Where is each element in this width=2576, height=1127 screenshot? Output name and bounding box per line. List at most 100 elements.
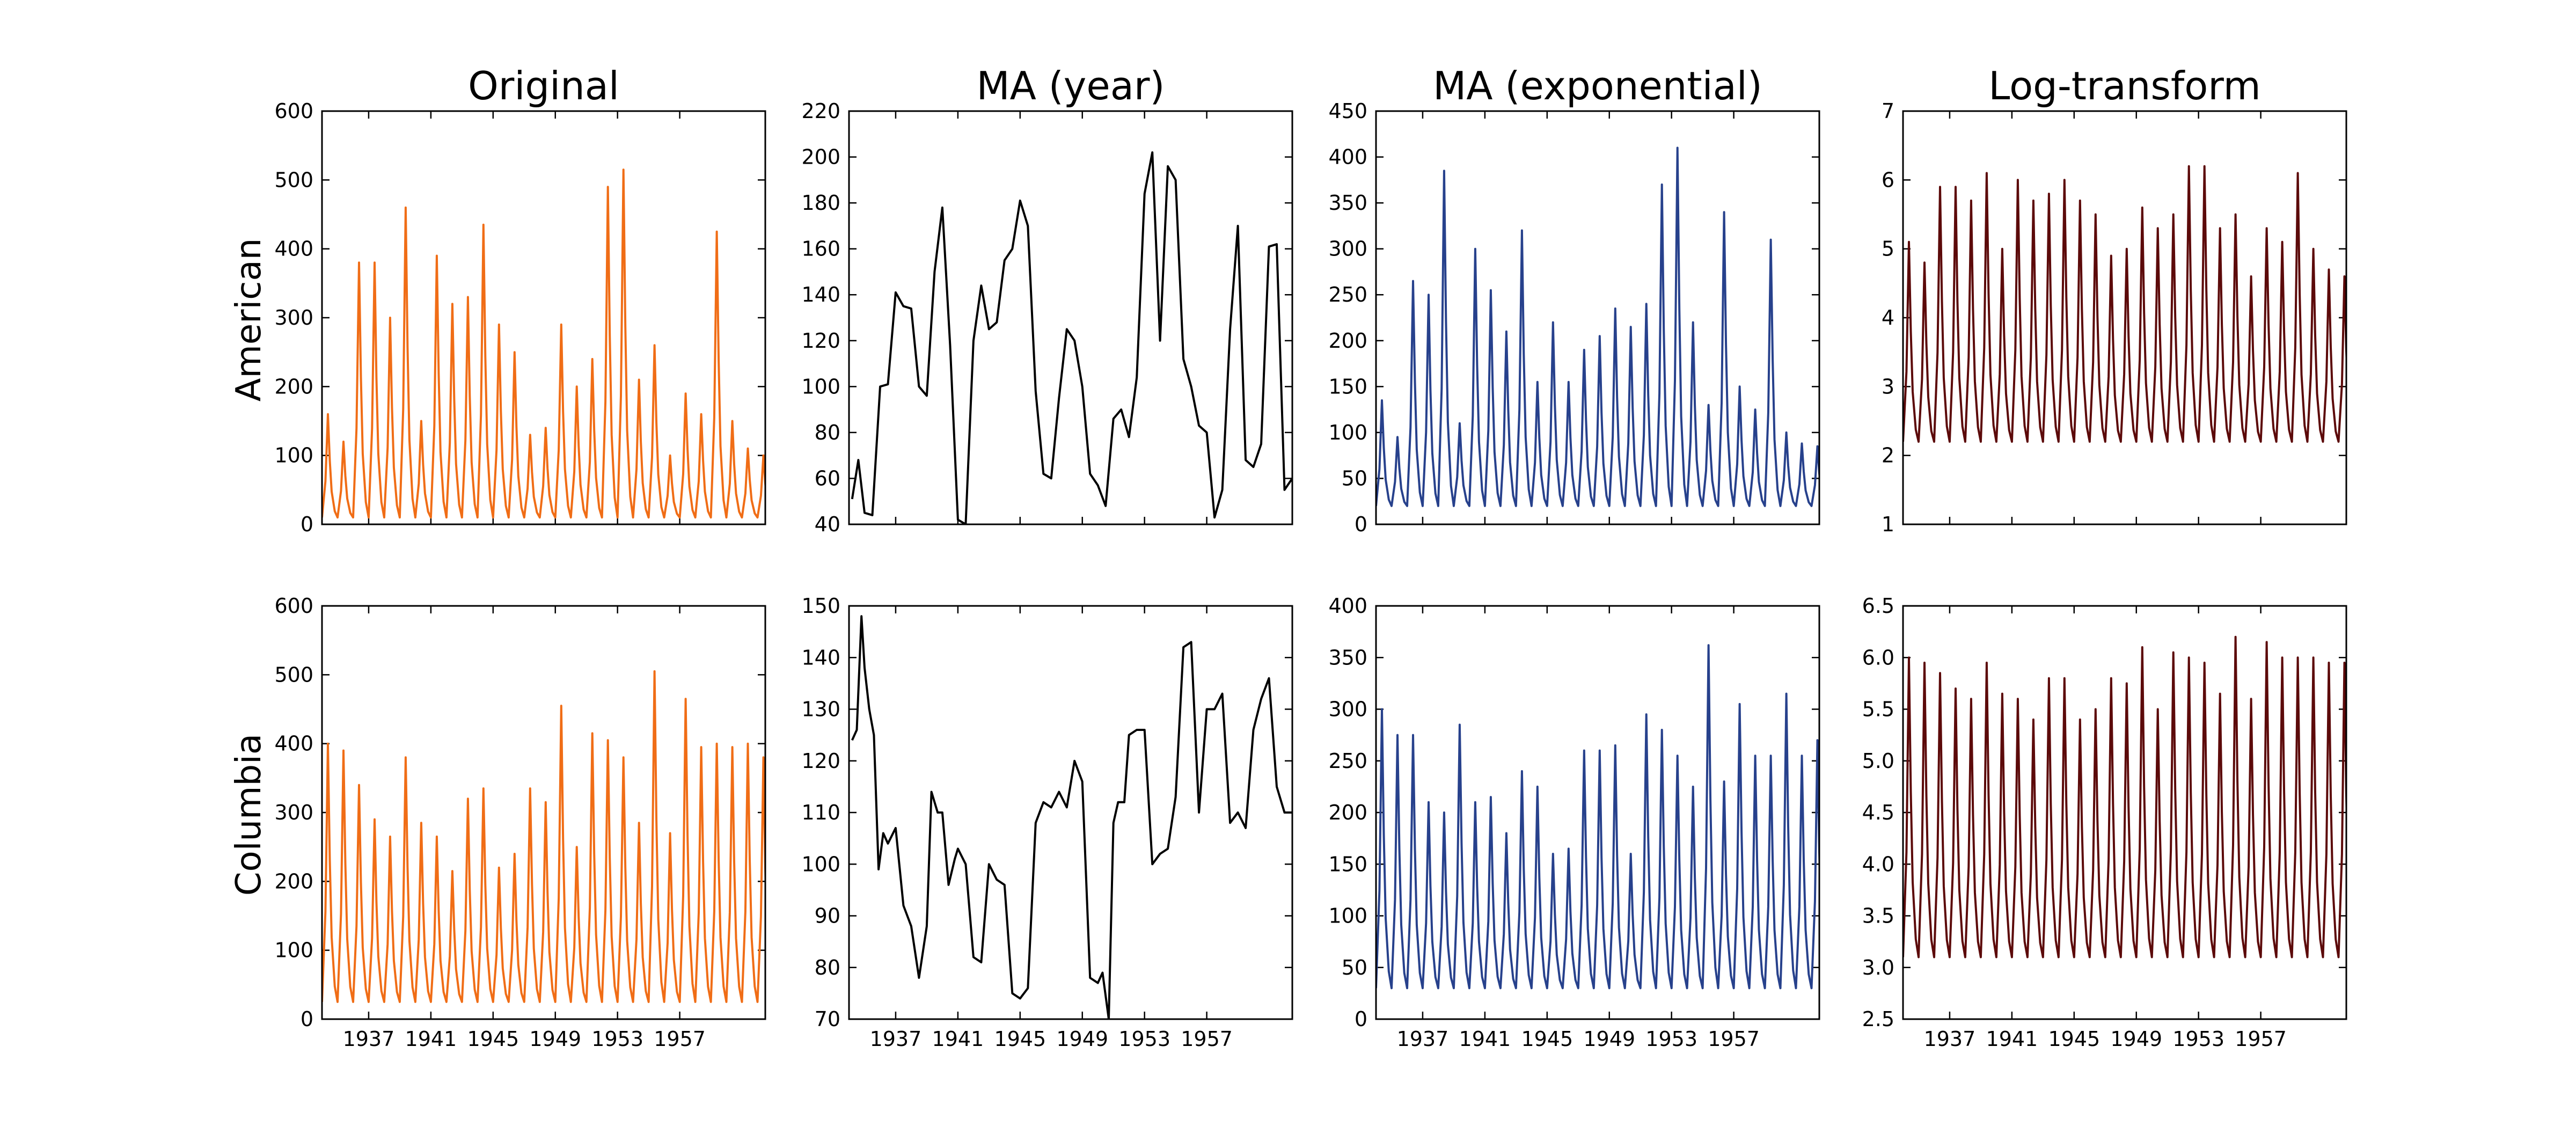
columbia-ma-year-axes-frame (848, 605, 1293, 1020)
columbia-original-xtick-label: 1949 (529, 1027, 581, 1051)
american-log-transform-ytick-label: 6 (1882, 168, 1894, 192)
columbia-ma-exponential-ytick-label: 100 (1328, 904, 1367, 928)
columbia-log-transform-ytick-label: 6.0 (1862, 646, 1894, 669)
columbia-ma-year-ytick-label: 80 (815, 956, 840, 979)
american-ma-year-ytick-label: 180 (801, 191, 840, 215)
american-original-axes-frame (321, 110, 766, 525)
american-original-ytick-label: 500 (274, 168, 313, 192)
american-ma-year-ytick-label: 160 (801, 237, 840, 261)
columbia-log-transform-series-line (1903, 635, 2346, 958)
column-title-log-transform: Log-transform (1988, 63, 2261, 108)
american-ma-exponential-axes-frame (1375, 110, 1820, 525)
american-ma-exponential-ytick-label: 100 (1328, 421, 1367, 444)
columbia-ma-year-ytick-label: 130 (801, 698, 840, 721)
panel-columbia-ma-exponential: 0 50 100 150 200 250 300 350 400 1937 1941 1945 1949… (1328, 594, 1820, 1051)
american-ma-year-ytick-label: 200 (801, 145, 840, 169)
columbia-log-transform-ytick-label: 5.0 (1862, 749, 1894, 773)
column-title-ma-year: MA (year) (976, 63, 1165, 108)
panel-american-original: 0 100 200 300 400 500 600 (274, 99, 766, 536)
columbia-ma-year-series-line (851, 615, 1292, 1019)
columbia-log-transform-ytick-label: 4.5 (1862, 801, 1894, 824)
columbia-original-xtick-label: 1945 (467, 1027, 519, 1051)
american-ma-exponential-ytick-label: 150 (1328, 375, 1367, 398)
columbia-original-ytick-label: 400 (274, 732, 313, 756)
panel-american-ma-year: 40 60 80 100 120 140 160 180 200 220 (801, 99, 1293, 536)
columbia-ma-exponential-xtick-label: 1941 (1459, 1027, 1511, 1051)
american-ma-exponential-ytick-label: 300 (1328, 237, 1367, 261)
american-original-ytick-label: 600 (274, 99, 313, 123)
columbia-ma-year-xtick-label: 1945 (994, 1027, 1046, 1051)
columbia-original-xtick-label: 1957 (654, 1027, 706, 1051)
columbia-ma-exponential-ytick-label: 400 (1328, 594, 1367, 618)
row-label-columbia: Columbia (229, 734, 269, 896)
panel-columbia-ma-year: 70 80 90 100 110 120 130 140 150 1937 1941 1945 1949… (801, 594, 1293, 1051)
columbia-log-transform-ytick-label: 5.5 (1862, 698, 1894, 721)
columbia-ma-year-ytick-label: 70 (815, 1007, 840, 1031)
american-ma-year-series-line (851, 151, 1292, 524)
columbia-ma-year-ytick-label: 120 (801, 749, 840, 773)
american-ma-year-ytick-label: 140 (801, 283, 840, 306)
american-ma-year-ytick-label: 60 (815, 466, 840, 490)
panels: 0100200300400500600406080100120140160180… (274, 99, 2347, 1051)
american-ma-exponential-ytick-label: 400 (1328, 145, 1367, 169)
columbia-ma-exponential-ytick-label: 250 (1328, 749, 1367, 773)
columbia-ma-exponential-ytick-label: 200 (1328, 801, 1367, 824)
columbia-original-xtick-label: 1953 (591, 1027, 643, 1051)
columbia-original-ytick-label: 0 (301, 1007, 313, 1031)
columbia-log-transform-axes-frame (1902, 605, 2347, 1020)
columbia-ma-year-xtick-label: 1941 (932, 1027, 984, 1051)
columbia-ma-exponential-ytick-label: 350 (1328, 646, 1367, 669)
columbia-original-ytick-label: 100 (274, 939, 313, 962)
columbia-original-ytick-label: 300 (274, 801, 313, 824)
columbia-log-transform-ytick-label: 3.0 (1862, 956, 1894, 979)
columbia-ma-year-ytick-label: 100 (801, 852, 840, 876)
panel-american-log-transform: 1 2 3 4 5 6 7 (1882, 99, 2347, 536)
american-ma-exponential-ytick-label: 350 (1328, 191, 1367, 215)
columbia-original-xtick-label: 1941 (405, 1027, 457, 1051)
column-title-ma-exponential: MA (exponential) (1433, 63, 1762, 108)
american-ma-year-axes-frame (848, 110, 1293, 525)
columbia-log-transform-xtick-label: 1949 (2110, 1027, 2162, 1051)
american-log-transform-series-line (1903, 165, 2346, 443)
column-title-original: Original (468, 63, 619, 108)
columbia-log-transform-ytick-label: 4.0 (1862, 852, 1894, 876)
american-ma-year-ytick-label: 100 (801, 375, 840, 398)
american-ma-exponential-ytick-label: 250 (1328, 283, 1367, 306)
columbia-ma-exponential-ytick-label: 150 (1328, 852, 1367, 876)
columbia-log-transform-ytick-label: 6.5 (1862, 594, 1894, 618)
american-original-series-line (322, 169, 765, 519)
columbia-log-transform-xtick-label: 1957 (2235, 1027, 2287, 1051)
columbia-ma-year-ytick-label: 140 (801, 646, 840, 669)
row-label-american: American (229, 238, 269, 402)
panel-american-ma-exponential: 0 50 100 150 200 250 300 350 400 450 (1328, 99, 1820, 536)
american-log-transform-ytick-label: 3 (1882, 375, 1894, 398)
american-original-ytick-label: 400 (274, 237, 313, 261)
american-ma-exponential-ytick-label: 200 (1328, 329, 1367, 353)
american-log-transform-ytick-label: 1 (1882, 513, 1894, 536)
panel-columbia-log-transform: 2.5 3.0 3.5 4.0 4.5 5.0 5.5 6.0 6.5 1937 1941 1945 1… (1862, 594, 2347, 1051)
columbia-ma-exponential-ytick-label: 50 (1342, 956, 1367, 979)
columbia-ma-exponential-ytick-label: 300 (1328, 698, 1367, 721)
american-ma-year-ytick-label: 40 (815, 513, 840, 536)
columbia-ma-year-ytick-label: 150 (801, 594, 840, 618)
american-ma-exponential-ytick-label: 0 (1355, 513, 1367, 536)
columbia-log-transform-xtick-label: 1953 (2172, 1027, 2224, 1051)
columbia-ma-exponential-xtick-label: 1953 (1645, 1027, 1697, 1051)
columbia-ma-exponential-xtick-label: 1949 (1583, 1027, 1635, 1051)
american-log-transform-ytick-label: 2 (1882, 444, 1894, 467)
columbia-ma-exponential-series-line (1376, 644, 1819, 990)
american-log-transform-ytick-label: 7 (1882, 99, 1894, 123)
columbia-ma-exponential-ytick-label: 0 (1355, 1007, 1367, 1031)
american-ma-exponential-ytick-label: 450 (1328, 99, 1367, 123)
columbia-log-transform-ytick-label: 3.5 (1862, 904, 1894, 928)
american-original-ytick-label: 300 (274, 306, 313, 330)
columbia-original-ytick-label: 500 (274, 663, 313, 686)
american-original-ytick-label: 100 (274, 444, 313, 467)
columbia-ma-year-ytick-label: 90 (815, 904, 840, 928)
columbia-ma-exponential-xtick-label: 1957 (1708, 1027, 1760, 1051)
panel-columbia-original: 0 100 200 300 400 500 600 1937 1941 1945 1949 1953 1… (274, 594, 766, 1051)
american-log-transform-ytick-label: 5 (1882, 237, 1894, 261)
columbia-original-xtick-label: 1937 (343, 1027, 395, 1051)
columbia-ma-exponential-xtick-label: 1945 (1521, 1027, 1573, 1051)
